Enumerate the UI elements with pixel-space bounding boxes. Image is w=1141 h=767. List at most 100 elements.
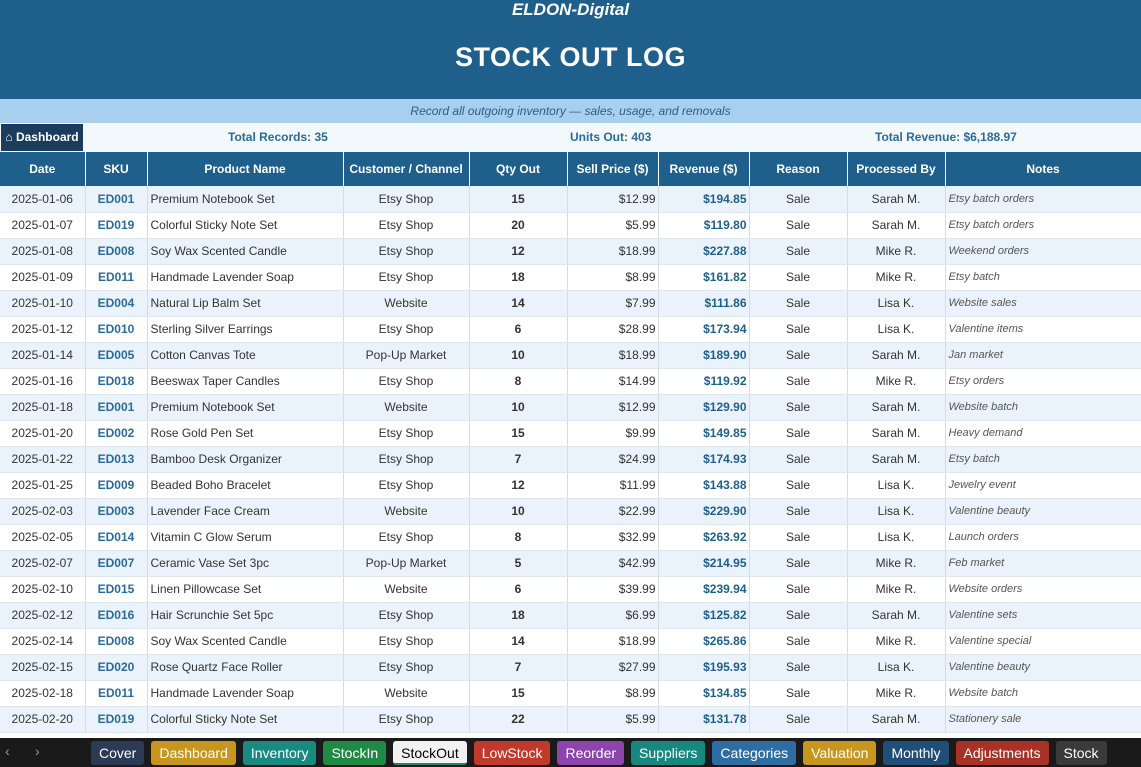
cell-qty-out[interactable]: 20 <box>469 212 568 239</box>
sheet-tab-stockin[interactable]: StockIn <box>323 741 387 765</box>
cell-sell-price[interactable]: $8.99 <box>567 680 659 707</box>
cell-sell-price[interactable]: $12.99 <box>567 186 659 213</box>
cell-sell-price[interactable]: $28.99 <box>567 316 659 343</box>
sheet-tab-suppliers[interactable]: Suppliers <box>631 741 706 765</box>
column-header-customer-channel[interactable]: Customer / Channel <box>343 152 470 186</box>
column-header-reason[interactable]: Reason <box>749 152 848 186</box>
table-row[interactable]: 2025-02-14 ED008 Soy Wax Scented Candle Ets… <box>0 628 1141 655</box>
dashboard-button[interactable]: ⌂ Dashboard <box>1 124 83 151</box>
cell-customer-channel[interactable]: Etsy Shop <box>343 238 470 265</box>
cell-reason[interactable]: Sale <box>749 498 848 525</box>
cell-revenue[interactable]: $194.85 <box>658 186 750 213</box>
cell-date[interactable]: 2025-02-15 <box>0 654 86 681</box>
cell-sku[interactable]: ED011 <box>85 680 148 707</box>
cell-sell-price[interactable]: $7.99 <box>567 290 659 317</box>
cell-date[interactable]: 2025-01-20 <box>0 420 86 447</box>
sheet-tab-stockout[interactable]: StockOut <box>393 741 467 765</box>
cell-revenue[interactable]: $214.95 <box>658 550 750 577</box>
sheet-tab-lowstock[interactable]: LowStock <box>473 741 551 765</box>
sheet-tab-valuation[interactable]: Valuation <box>803 741 877 765</box>
cell-date[interactable]: 2025-01-16 <box>0 368 86 395</box>
cell-product-name[interactable]: Cotton Canvas Tote <box>147 342 344 369</box>
cell-reason[interactable]: Sale <box>749 212 848 239</box>
cell-product-name[interactable]: Ceramic Vase Set 3pc <box>147 550 344 577</box>
table-row[interactable]: 2025-02-07 ED007 Ceramic Vase Set 3pc Pop-U… <box>0 550 1141 577</box>
cell-sku[interactable]: ED014 <box>85 524 148 551</box>
cell-date[interactable]: 2025-01-06 <box>0 186 86 213</box>
cell-sell-price[interactable]: $8.99 <box>567 264 659 291</box>
cell-date[interactable]: 2025-01-18 <box>0 394 86 421</box>
cell-revenue[interactable]: $189.90 <box>658 342 750 369</box>
cell-reason[interactable]: Sale <box>749 550 848 577</box>
cell-processed-by[interactable]: Mike R. <box>847 576 946 603</box>
cell-processed-by[interactable]: Lisa K. <box>847 316 946 343</box>
cell-reason[interactable]: Sale <box>749 524 848 551</box>
cell-processed-by[interactable]: Sarah M. <box>847 342 946 369</box>
cell-reason[interactable]: Sale <box>749 394 848 421</box>
cell-notes[interactable]: Jan market <box>945 342 1141 369</box>
table-row[interactable]: 2025-02-15 ED020 Rose Quartz Face Roller Et… <box>0 654 1141 681</box>
table-row[interactable]: 2025-02-03 ED003 Lavender Face Cream Websit… <box>0 498 1141 525</box>
cell-sku[interactable]: ED013 <box>85 446 148 473</box>
cell-qty-out[interactable]: 12 <box>469 472 568 499</box>
cell-processed-by[interactable]: Lisa K. <box>847 654 946 681</box>
cell-qty-out[interactable]: 7 <box>469 446 568 473</box>
cell-revenue[interactable]: $149.85 <box>658 420 750 447</box>
table-row[interactable]: 2025-01-16 ED018 Beeswax Taper Candles Etsy… <box>0 368 1141 395</box>
cell-customer-channel[interactable]: Website <box>343 576 470 603</box>
cell-customer-channel[interactable]: Website <box>343 394 470 421</box>
cell-sku[interactable]: ED010 <box>85 316 148 343</box>
cell-product-name[interactable]: Hair Scrunchie Set 5pc <box>147 602 344 629</box>
cell-sell-price[interactable]: $11.99 <box>567 472 659 499</box>
cell-sku[interactable]: ED019 <box>85 212 148 239</box>
cell-sku[interactable]: ED018 <box>85 368 148 395</box>
cell-qty-out[interactable]: 10 <box>469 342 568 369</box>
cell-notes[interactable]: Website batch <box>945 394 1141 421</box>
cell-reason[interactable]: Sale <box>749 264 848 291</box>
cell-notes[interactable]: Website batch <box>945 680 1141 707</box>
cell-notes[interactable]: Heavy demand <box>945 420 1141 447</box>
cell-date[interactable]: 2025-01-14 <box>0 342 86 369</box>
table-row[interactable]: 2025-01-18 ED001 Premium Notebook Set Websi… <box>0 394 1141 421</box>
cell-processed-by[interactable]: Sarah M. <box>847 706 946 733</box>
cell-processed-by[interactable]: Mike R. <box>847 628 946 655</box>
cell-sku[interactable]: ED008 <box>85 628 148 655</box>
cell-product-name[interactable]: Soy Wax Scented Candle <box>147 238 344 265</box>
cell-customer-channel[interactable]: Etsy Shop <box>343 316 470 343</box>
cell-processed-by[interactable]: Mike R. <box>847 238 946 265</box>
cell-processed-by[interactable]: Sarah M. <box>847 602 946 629</box>
cell-customer-channel[interactable]: Etsy Shop <box>343 706 470 733</box>
cell-notes[interactable]: Valentine sets <box>945 602 1141 629</box>
cell-reason[interactable]: Sale <box>749 654 848 681</box>
cell-sku[interactable]: ED001 <box>85 394 148 421</box>
sheet-tab-adjustments[interactable]: Adjustments <box>955 741 1049 765</box>
cell-date[interactable]: 2025-01-25 <box>0 472 86 499</box>
cell-notes[interactable]: Valentine beauty <box>945 654 1141 681</box>
column-header-date[interactable]: Date <box>0 152 86 186</box>
cell-product-name[interactable]: Vitamin C Glow Serum <box>147 524 344 551</box>
cell-revenue[interactable]: $195.93 <box>658 654 750 681</box>
table-row[interactable]: 2025-01-08 ED008 Soy Wax Scented Candle Ets… <box>0 238 1141 265</box>
table-row[interactable]: 2025-01-12 ED010 Sterling Silver Earrings E… <box>0 316 1141 343</box>
cell-processed-by[interactable]: Sarah M. <box>847 394 946 421</box>
column-header-sell-price[interactable]: Sell Price ($) <box>567 152 659 186</box>
cell-product-name[interactable]: Lavender Face Cream <box>147 498 344 525</box>
cell-qty-out[interactable]: 15 <box>469 680 568 707</box>
cell-reason[interactable]: Sale <box>749 446 848 473</box>
cell-processed-by[interactable]: Mike R. <box>847 264 946 291</box>
cell-notes[interactable]: Jewelry event <box>945 472 1141 499</box>
cell-date[interactable]: 2025-01-10 <box>0 290 86 317</box>
cell-sell-price[interactable]: $5.99 <box>567 706 659 733</box>
cell-reason[interactable]: Sale <box>749 342 848 369</box>
cell-sku[interactable]: ED004 <box>85 290 148 317</box>
cell-customer-channel[interactable]: Pop-Up Market <box>343 550 470 577</box>
cell-customer-channel[interactable]: Pop-Up Market <box>343 342 470 369</box>
cell-customer-channel[interactable]: Etsy Shop <box>343 602 470 629</box>
cell-product-name[interactable]: Colorful Sticky Note Set <box>147 212 344 239</box>
cell-qty-out[interactable]: 12 <box>469 238 568 265</box>
cell-product-name[interactable]: Linen Pillowcase Set <box>147 576 344 603</box>
cell-notes[interactable]: Etsy batch <box>945 446 1141 473</box>
cell-date[interactable]: 2025-02-03 <box>0 498 86 525</box>
cell-processed-by[interactable]: Sarah M. <box>847 212 946 239</box>
cell-sell-price[interactable]: $22.99 <box>567 498 659 525</box>
